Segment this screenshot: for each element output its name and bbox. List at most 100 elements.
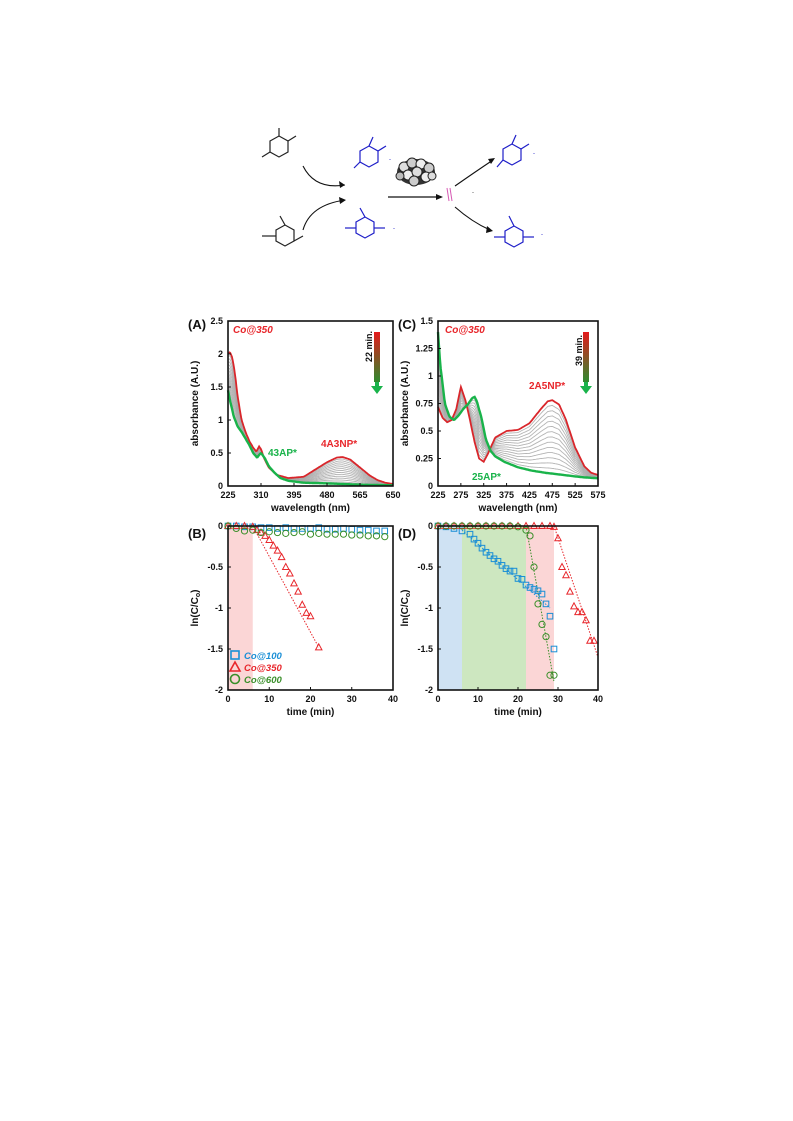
x-tick-label: 0 [435,694,440,704]
legend-label-co350: Co@350 [244,663,282,674]
x-tick-label: 650 [385,490,400,500]
reaction-scheme: - - - - - [261,128,543,248]
data-point [269,541,278,549]
y-tick-label: 0 [428,481,433,491]
y-tick-label: 0 [428,521,433,531]
intermediate-spectrum [227,369,393,485]
arrow-bottom-in [302,199,346,231]
proton-transfer-mark [446,187,453,202]
y-tick-label: -2 [425,685,433,695]
intermediate-spectrum [437,374,599,477]
data-point [290,528,298,537]
data-point [306,611,315,620]
y-axis-label: ln(C/Co) [190,589,202,626]
panel-c-catalyst-label: Co@350 [445,325,485,336]
data-point [569,601,579,610]
x-tick-label: 20 [305,694,315,704]
data-point [550,671,558,679]
cobalt-nanoparticle-cluster [395,157,437,187]
data-point [364,526,372,534]
data-point [261,531,270,539]
data-point [474,539,482,547]
product-top-structure [496,134,530,168]
data-point [249,526,257,534]
intermediate-spectrum [437,369,599,478]
data-point [561,570,571,579]
panel-d-chart: 0 10 20 30 40 0 -0.5 -1 -1.5 -2 time (min) ln(C/Co) [400,521,603,718]
x-tick-label: 20 [513,694,523,704]
x-tick-label: 325 [476,490,491,500]
intermediate-spectrum [437,358,599,478]
final-spectrum [436,331,599,480]
data-point [550,645,558,653]
data-point [306,530,315,538]
y-tick-label: 1 [428,371,433,381]
svg-text:-: - [393,226,395,232]
data-point [294,587,303,595]
svg-text:-: - [541,232,543,238]
data-point [530,585,538,593]
induction-band [228,526,253,690]
data-point [494,557,502,565]
data-point [466,530,474,538]
time-arrow-head [371,386,383,394]
legend-label-co100: Co@100 [244,651,282,662]
fit-line [525,525,555,682]
intermediate-spectrum [227,377,393,486]
y-tick-label: -1.5 [207,644,223,654]
data-point [314,642,323,651]
x-tick-label: 425 [522,490,537,500]
x-tick-label: 310 [253,490,268,500]
data-point [265,528,273,536]
data-point [298,528,306,536]
data-point [510,567,518,575]
data-point [372,532,381,540]
data-point [506,567,514,575]
data-point [339,530,348,538]
y-tick-label: 0 [218,521,223,531]
data-point [331,530,339,538]
intermediate-spectrum [227,358,393,485]
data-point [522,526,530,534]
x-axis-label: wavelength (nm) [270,503,350,514]
panel-c-time-label: 39 min. [574,335,584,366]
intermediate-spectrum [227,371,393,486]
data-point [538,620,546,629]
intermediate-spectrum [227,384,393,486]
panel-a-annotations: Co@350 22 min. 43AP* 4A3NP* [233,325,374,459]
panel-b-chart: 0 10 20 30 40 0 -0.5 -1 -1.5 -2 time (min) ln(C/Co) [190,521,398,718]
data-point [470,535,478,543]
y-tick-label: 2 [218,349,223,359]
data-point [257,528,265,537]
panel-c-letter: (C) [398,317,416,332]
x-tick-label: 480 [319,490,334,500]
x-tick-label: 525 [568,490,583,500]
x-tick-label: 30 [347,694,357,704]
y-tick-label: 0.5 [420,426,433,436]
product-bottom-structure [494,215,534,248]
x-tick-label: 40 [388,694,398,704]
x-tick-label: 375 [499,490,514,500]
panel-b-legend: Co@100 Co@350 Co@600 [228,650,282,686]
data-point [581,615,591,624]
intermediate-spectrum [227,387,393,486]
data-point [265,524,273,531]
data-point [364,532,372,540]
intermediate-spectrum [227,382,393,486]
intermediate-bottom-structure [345,207,385,239]
y-tick-label: -2 [215,685,223,695]
time-arrow-head [580,386,592,394]
data-point [542,600,550,608]
svg-text:-: - [533,151,535,157]
y-tick-label: 1.5 [210,382,223,392]
x-tick-label: 0 [225,694,230,704]
plot-frame [227,320,394,487]
data-point [478,544,486,552]
time-arrow-shaft [375,382,379,386]
y-tick-label: 0 [218,481,223,491]
svg-text:-: - [389,157,391,163]
intermediate-spectrum [437,364,599,478]
panel-c-chart: 225 275 325 375 425 475 525 575 0 0.25 0.5 0.75 1 1.2… [400,316,606,514]
data-point [538,590,546,598]
data-point [577,607,587,616]
